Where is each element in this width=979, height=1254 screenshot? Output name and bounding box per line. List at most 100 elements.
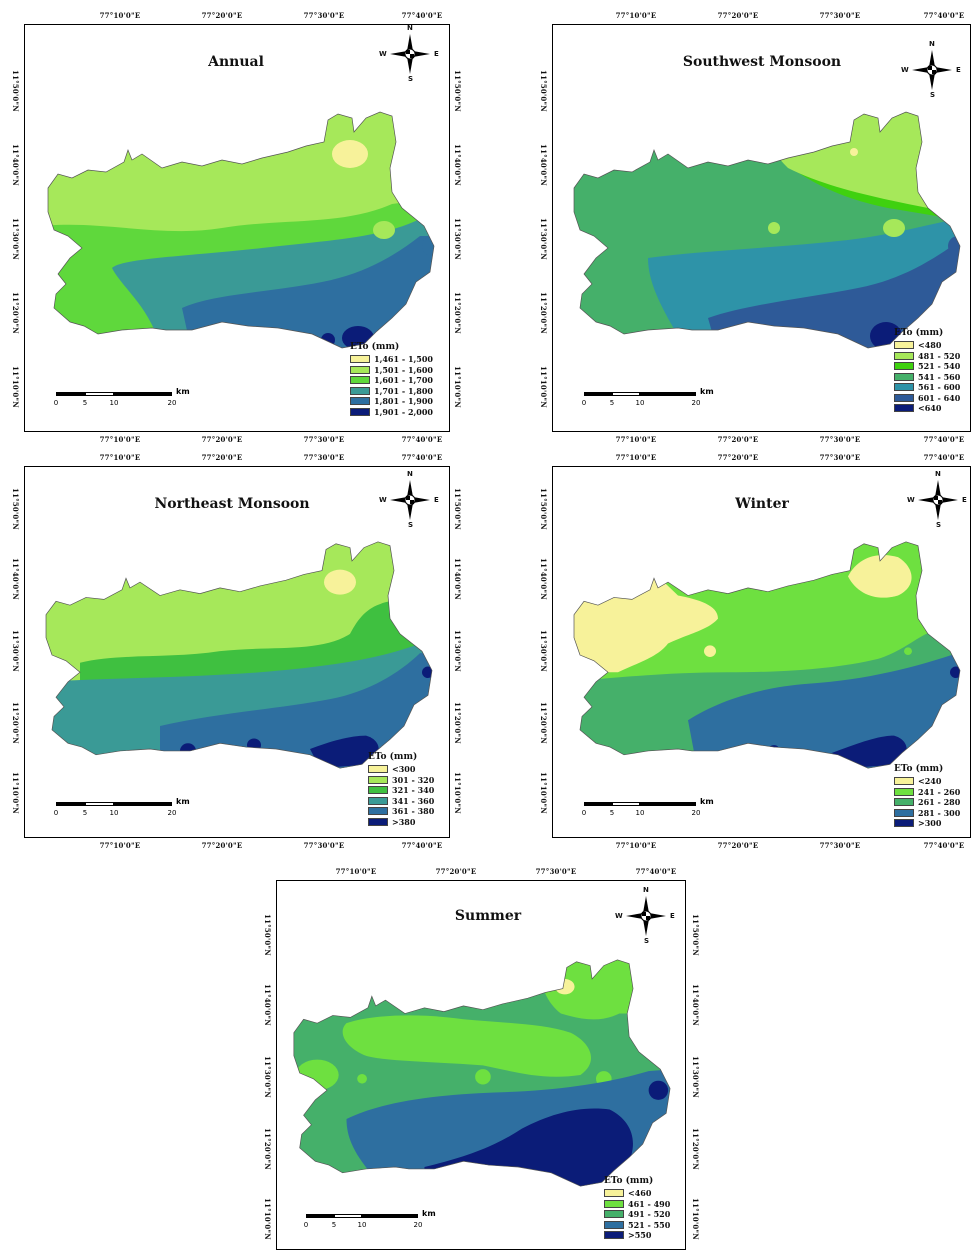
lat-label-left: 11°10'0"N: [539, 772, 548, 814]
lon-label-bottom: 77°10'0"E: [615, 435, 657, 444]
lat-label-right: 11°10'0"N: [453, 366, 462, 408]
lon-label-bottom: 77°10'0"E: [99, 841, 141, 850]
panel-title: Winter: [735, 496, 789, 512]
lon-label-top: 77°40'0"E: [401, 453, 443, 462]
lon-label-bottom: 77°20'0"E: [201, 841, 243, 850]
panel-title: Annual: [208, 54, 264, 70]
lat-label-left: 11°30'0"N: [539, 218, 548, 260]
lon-label-top: 77°20'0"E: [201, 453, 243, 462]
scale-bar: 0 5 10 20 km: [303, 1209, 436, 1229]
map-panel-southwest-monsoon: 77°10'0"E 77°20'0"E 77°30'0"E 77°40'0"E …: [539, 11, 971, 444]
lon-label-top: 77°30'0"E: [303, 453, 345, 462]
lat-label-left: 11°10'0"N: [11, 772, 20, 814]
lat-label-left: 11°50'0"N: [11, 488, 20, 530]
map-panel-annual: 77°10'0"E 77°20'0"E 77°30'0"E 77°40'0"E …: [11, 11, 462, 444]
legend-item: 261 - 280: [894, 797, 960, 808]
lon-label-top: 77°20'0"E: [435, 867, 477, 876]
legend-item: >300: [894, 818, 960, 829]
map-panel-summer: 77°10'0"E 77°20'0"E 77°30'0"E 77°40'0"E …: [263, 867, 700, 1250]
lon-label-top: 77°10'0"E: [99, 453, 141, 462]
lon-label-bottom: 77°30'0"E: [819, 841, 861, 850]
lat-label-right: 11°40'0"N: [453, 558, 462, 600]
lon-label-bottom: 77°10'0"E: [99, 435, 141, 444]
legend-item: 491 - 520: [604, 1209, 670, 1220]
legend-item: <300: [368, 764, 434, 775]
lat-label-right: 11°10'0"N: [691, 1198, 700, 1240]
legend-title: ETo (mm): [894, 764, 944, 774]
legend-item: 481 - 520: [894, 351, 960, 362]
eto-map-annual: [47, 111, 435, 349]
lon-label-bottom: 77°10'0"E: [615, 841, 657, 850]
legend-item: 1,701 - 1,800: [350, 386, 433, 397]
lon-label-top: 77°30'0"E: [819, 453, 861, 462]
lat-label-left: 11°40'0"N: [539, 144, 548, 186]
legend-item: 1,601 - 1,700: [350, 375, 433, 386]
lat-label-left: 11°40'0"N: [539, 558, 548, 600]
lat-label-left: 11°10'0"N: [263, 1198, 272, 1240]
legend-item: 281 - 300: [894, 808, 960, 819]
lat-label-left: 11°50'0"N: [539, 488, 548, 530]
lon-label-top: 77°10'0"E: [99, 11, 141, 20]
lat-label-right: 11°40'0"N: [691, 984, 700, 1026]
lon-label-top: 77°20'0"E: [717, 453, 759, 462]
legend-item: 1,461 - 1,500: [350, 354, 433, 365]
lon-label-top: 77°40'0"E: [923, 11, 965, 20]
lat-label-right: 11°50'0"N: [453, 70, 462, 112]
legend: ETo (mm) <240 241 - 260 261 - 280 281 - …: [894, 764, 960, 829]
eto-map-southwest-monsoon: [573, 111, 961, 349]
legend-item: 1,801 - 1,900: [350, 396, 433, 407]
legend: ETo (mm) <300 301 - 320 321 - 340 341 - …: [368, 752, 434, 827]
eto-map-winter: [573, 541, 961, 769]
legend-title: ETo (mm): [894, 328, 944, 338]
map-panel-northeast-monsoon: 77°10'0"E 77°20'0"E 77°30'0"E 77°40'0"E …: [11, 453, 462, 850]
lat-label-right: 11°30'0"N: [453, 630, 462, 672]
legend-title: ETo (mm): [350, 342, 400, 352]
legend-item: 361 - 380: [368, 806, 434, 817]
lon-label-top: 77°10'0"E: [615, 453, 657, 462]
lon-label-bottom: 77°40'0"E: [401, 841, 443, 850]
map-panel-winter: 77°10'0"E 77°20'0"E 77°30'0"E 77°40'0"E …: [539, 453, 971, 850]
lon-label-top: 77°40'0"E: [401, 11, 443, 20]
lat-label-left: 11°40'0"N: [263, 984, 272, 1026]
lat-label-right: 11°20'0"N: [691, 1128, 700, 1170]
legend-item: 561 - 600: [894, 382, 960, 393]
legend-item: 541 - 560: [894, 372, 960, 383]
lat-label-left: 11°40'0"N: [11, 144, 20, 186]
lat-label-left: 11°20'0"N: [263, 1128, 272, 1170]
lat-label-left: 11°30'0"N: [539, 630, 548, 672]
legend-item: 301 - 320: [368, 775, 434, 786]
legend-item: 241 - 260: [894, 787, 960, 798]
eto-map-northeast-monsoon: [45, 541, 433, 769]
lat-label-left: 11°20'0"N: [11, 702, 20, 744]
lat-label-left: 11°10'0"N: [11, 366, 20, 408]
panel-title: Southwest Monsoon: [682, 54, 842, 70]
lat-label-right: 11°30'0"N: [691, 1056, 700, 1098]
panel-title: Summer: [454, 908, 522, 924]
lon-label-bottom: 77°20'0"E: [201, 435, 243, 444]
legend: ETo (mm) <460 461 - 490 491 - 520 521 - …: [604, 1176, 670, 1241]
lat-label-left: 11°30'0"N: [11, 218, 20, 260]
legend-item: 461 - 490: [604, 1199, 670, 1210]
lon-label-top: 77°10'0"E: [615, 11, 657, 20]
lat-label-left: 11°50'0"N: [263, 914, 272, 956]
lat-label-left: 11°10'0"N: [539, 366, 548, 408]
lon-label-top: 77°20'0"E: [717, 11, 759, 20]
legend-item: >380: [368, 817, 434, 828]
lat-label-left: 11°30'0"N: [263, 1056, 272, 1098]
legend-item: 341 - 360: [368, 796, 434, 807]
lat-label-right: 11°50'0"N: [691, 914, 700, 956]
lat-label-left: 11°20'0"N: [539, 702, 548, 744]
lon-label-bottom: 77°20'0"E: [717, 435, 759, 444]
lat-label-right: 11°30'0"N: [453, 218, 462, 260]
lat-label-left: 11°20'0"N: [11, 292, 20, 334]
lat-label-right: 11°40'0"N: [453, 144, 462, 186]
lat-label-right: 11°20'0"N: [453, 702, 462, 744]
lat-label-right: 11°10'0"N: [453, 772, 462, 814]
lat-label-right: 11°20'0"N: [453, 292, 462, 334]
legend-title: ETo (mm): [368, 752, 418, 762]
legend-item: 1,501 - 1,600: [350, 365, 433, 376]
legend-item: 601 - 640: [894, 393, 960, 404]
